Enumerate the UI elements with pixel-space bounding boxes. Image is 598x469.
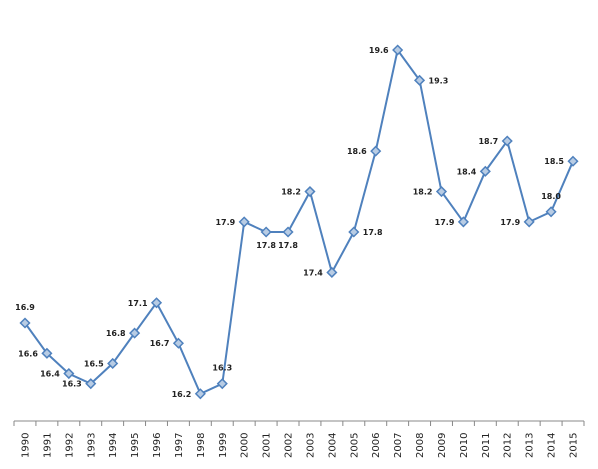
x-tick-label-2013: 2013 [525,433,536,458]
series-line-group [24,47,574,396]
x-tick-label-1993: 1993 [86,433,97,458]
data-point-2009 [435,185,448,198]
data-point-2007 [392,44,404,56]
data-label-2002: 17.8 [278,241,298,250]
data-labels: 16.916.616.416.316.516.817.116.716.216.3… [15,46,564,399]
x-tick-label-2012: 2012 [503,433,514,458]
x-tick-label-1995: 1995 [130,433,141,458]
data-label-1991: 16.6 [18,349,38,358]
data-label-2008: 19.3 [429,76,449,85]
data-label-1994: 16.5 [84,359,104,368]
data-label-2010: 17.9 [435,218,455,227]
data-label-1998: 16.2 [172,390,192,399]
x-tick-label-1991: 1991 [42,433,53,458]
data-point-1995 [129,327,141,339]
data-point-1997 [172,337,185,349]
data-label-2011: 18.4 [457,167,477,176]
x-tick-label-2015: 2015 [569,433,580,458]
data-label-2012: 18.7 [478,137,498,146]
data-point-2011 [479,165,491,177]
data-label-2015: 18.5 [544,157,564,166]
x-tick-label-2009: 2009 [437,433,448,458]
data-point-2000 [238,216,250,228]
data-label-1992: 16.4 [40,370,60,379]
x-tick-label-2005: 2005 [349,433,360,458]
data-point-1998 [194,388,206,400]
data-point-1991 [41,347,53,359]
x-tick-label-2004: 2004 [327,433,338,458]
data-label-2006: 18.6 [347,147,367,156]
x-tick-label-2010: 2010 [459,433,470,458]
x-tick-label-2011: 2011 [481,433,492,458]
data-point-2014 [545,206,557,218]
x-tick-label-1992: 1992 [64,433,75,458]
data-label-2009: 18.2 [413,188,433,197]
data-label-1990: 16.9 [15,303,35,312]
x-tick-label-2000: 2000 [240,433,251,458]
x-tick-label-1999: 1999 [218,433,229,458]
data-label-1997: 16.7 [150,339,170,348]
data-point-1999 [216,378,228,390]
plot-area [13,420,585,426]
data-point-1992 [63,367,75,380]
data-label-2007: 19.6 [369,46,389,55]
data-point-2002 [282,226,294,238]
data-label-2014: 18.0 [541,192,561,201]
x-tick-label-2002: 2002 [284,433,295,458]
data-label-1999: 16.3 [212,364,232,373]
data-point-2001 [260,226,272,238]
x-tick-label-1998: 1998 [196,433,207,458]
data-label-2000: 17.9 [215,218,235,227]
x-tick-label-2007: 2007 [393,433,404,458]
data-point-2005 [348,226,360,238]
data-label-2003: 18.2 [281,188,301,197]
x-axis-tick-labels: 1990 1991 1992 1993 1994 1995 1996 1997 1998 1999… [21,433,580,458]
x-tick-label-2006: 2006 [371,433,382,458]
data-label-2004: 17.4 [303,268,323,277]
x-tick-label-1990: 1990 [21,433,32,458]
data-point-2013 [523,216,535,228]
data-point-2003 [304,185,316,198]
data-point-2010 [457,216,469,228]
data-label-2005: 17.8 [363,228,383,237]
data-points [19,44,579,400]
data-label-2013: 17.9 [500,218,520,227]
data-point-1994 [107,357,119,370]
data-point-1990 [19,317,31,329]
x-tick-label-1994: 1994 [108,433,119,458]
x-tick-label-1996: 1996 [152,433,163,458]
x-tick-label-2014: 2014 [547,433,558,458]
series-line [24,47,574,396]
data-label-1993: 16.3 [62,380,82,389]
data-point-2004 [326,266,338,279]
data-point-2015 [567,155,579,167]
x-tick-label-2003: 2003 [305,433,316,458]
data-label-2001: 17.8 [256,241,276,250]
data-point-1993 [85,378,97,390]
data-point-2006 [370,145,382,157]
x-tick-label-2001: 2001 [262,433,273,458]
x-tick-label-1997: 1997 [174,433,185,458]
x-tick-label-2008: 2008 [415,433,426,458]
data-label-1995: 16.8 [106,329,126,338]
data-point-2012 [501,135,513,147]
data-point-1996 [150,297,163,309]
data-label-1996: 17.1 [128,299,148,308]
data-point-2008 [413,74,426,86]
